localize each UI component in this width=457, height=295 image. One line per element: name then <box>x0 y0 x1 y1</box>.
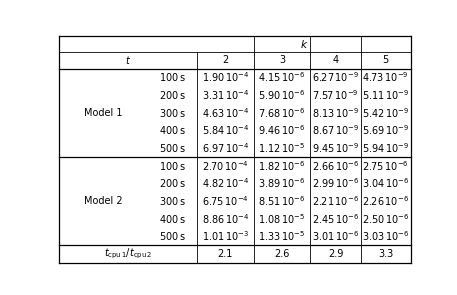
Text: $2.21\,10^{-6}$: $2.21\,10^{-6}$ <box>312 194 359 208</box>
Text: $4.82\,10^{-4}$: $4.82\,10^{-4}$ <box>202 177 249 190</box>
Text: $7.57\,10^{-9}$: $7.57\,10^{-9}$ <box>312 88 359 102</box>
Text: $5.84\,10^{-4}$: $5.84\,10^{-4}$ <box>202 124 249 137</box>
Text: 2: 2 <box>222 55 228 65</box>
Text: $3.03\,10^{-6}$: $3.03\,10^{-6}$ <box>362 230 409 243</box>
Text: $3.04\,10^{-6}$: $3.04\,10^{-6}$ <box>362 177 409 190</box>
Text: $8.13\,10^{-9}$: $8.13\,10^{-9}$ <box>312 106 359 120</box>
Text: $4.73\,10^{-9}$: $4.73\,10^{-9}$ <box>362 71 409 84</box>
Text: $1.90\,10^{-4}$: $1.90\,10^{-4}$ <box>202 71 249 84</box>
Text: $5.94\,10^{-9}$: $5.94\,10^{-9}$ <box>362 141 409 155</box>
Text: $2.66\,10^{-6}$: $2.66\,10^{-6}$ <box>312 159 359 173</box>
Text: $5.42\,10^{-9}$: $5.42\,10^{-9}$ <box>362 106 409 120</box>
Text: $100\,\mathrm{s}$: $100\,\mathrm{s}$ <box>159 160 186 172</box>
Text: 3.3: 3.3 <box>378 249 393 259</box>
Text: Model 1: Model 1 <box>84 108 122 118</box>
Text: $200\,\mathrm{s}$: $200\,\mathrm{s}$ <box>159 89 186 101</box>
Text: $400\,\mathrm{s}$: $400\,\mathrm{s}$ <box>159 124 186 136</box>
Text: $2.75\,10^{-6}$: $2.75\,10^{-6}$ <box>362 159 409 173</box>
Text: $8.51\,10^{-6}$: $8.51\,10^{-6}$ <box>258 194 306 208</box>
Text: $5.90\,10^{-6}$: $5.90\,10^{-6}$ <box>258 88 306 102</box>
Text: $3.01\,10^{-6}$: $3.01\,10^{-6}$ <box>312 230 359 243</box>
Text: $9.45\,10^{-9}$: $9.45\,10^{-9}$ <box>312 141 359 155</box>
Text: $8.67\,10^{-9}$: $8.67\,10^{-9}$ <box>312 124 359 137</box>
Text: $6.97\,10^{-4}$: $6.97\,10^{-4}$ <box>202 141 249 155</box>
Text: $k$: $k$ <box>300 38 308 50</box>
Text: $2.70\,10^{-4}$: $2.70\,10^{-4}$ <box>202 159 249 173</box>
Text: $4.63\,10^{-4}$: $4.63\,10^{-4}$ <box>202 106 249 120</box>
Text: $8.86\,10^{-4}$: $8.86\,10^{-4}$ <box>202 212 249 226</box>
Text: $5.11\,10^{-9}$: $5.11\,10^{-9}$ <box>362 88 409 102</box>
Text: $6.27\,10^{-9}$: $6.27\,10^{-9}$ <box>312 71 359 84</box>
Text: $1.08\,10^{-5}$: $1.08\,10^{-5}$ <box>258 212 306 226</box>
Text: $2.50\,10^{-6}$: $2.50\,10^{-6}$ <box>362 212 409 226</box>
Text: 4: 4 <box>332 55 339 65</box>
Text: $1.33\,10^{-5}$: $1.33\,10^{-5}$ <box>258 230 306 243</box>
Text: 2.9: 2.9 <box>328 249 343 259</box>
Text: $6.75\,10^{-4}$: $6.75\,10^{-4}$ <box>202 194 249 208</box>
Text: $t_{\mathrm{cpu\,1}}/t_{\mathrm{cpu\,2}}$: $t_{\mathrm{cpu\,1}}/t_{\mathrm{cpu\,2}}… <box>104 247 152 261</box>
Text: 2.1: 2.1 <box>218 249 233 259</box>
Text: 3: 3 <box>279 55 285 65</box>
Text: Model 2: Model 2 <box>84 196 122 206</box>
Text: $200\,\mathrm{s}$: $200\,\mathrm{s}$ <box>159 178 186 189</box>
Text: $t$: $t$ <box>125 54 131 66</box>
Text: $9.46\,10^{-6}$: $9.46\,10^{-6}$ <box>258 124 306 137</box>
Text: $1.01\,10^{-3}$: $1.01\,10^{-3}$ <box>202 230 249 243</box>
Text: $500\,\mathrm{s}$: $500\,\mathrm{s}$ <box>159 142 186 154</box>
Text: $100\,\mathrm{s}$: $100\,\mathrm{s}$ <box>159 71 186 83</box>
Text: $1.12\,10^{-5}$: $1.12\,10^{-5}$ <box>258 141 306 155</box>
Text: $300\,\mathrm{s}$: $300\,\mathrm{s}$ <box>159 195 186 207</box>
Text: $300\,\mathrm{s}$: $300\,\mathrm{s}$ <box>159 107 186 119</box>
Text: 5: 5 <box>383 55 389 65</box>
Text: $7.68\,10^{-6}$: $7.68\,10^{-6}$ <box>258 106 306 120</box>
Text: $1.82\,10^{-6}$: $1.82\,10^{-6}$ <box>259 159 306 173</box>
Text: $400\,\mathrm{s}$: $400\,\mathrm{s}$ <box>159 213 186 225</box>
Text: $500\,\mathrm{s}$: $500\,\mathrm{s}$ <box>159 230 186 242</box>
Text: $3.89\,10^{-6}$: $3.89\,10^{-6}$ <box>259 177 306 190</box>
Text: $3.31\,10^{-4}$: $3.31\,10^{-4}$ <box>202 88 249 102</box>
Text: $2.45\,10^{-6}$: $2.45\,10^{-6}$ <box>312 212 359 226</box>
Text: $2.26\,10^{-6}$: $2.26\,10^{-6}$ <box>362 194 409 208</box>
Text: $2.99\,10^{-6}$: $2.99\,10^{-6}$ <box>312 177 359 190</box>
Text: 2.6: 2.6 <box>274 249 290 259</box>
Text: $5.69\,10^{-9}$: $5.69\,10^{-9}$ <box>362 124 409 137</box>
Text: $4.15\,10^{-6}$: $4.15\,10^{-6}$ <box>258 71 306 84</box>
